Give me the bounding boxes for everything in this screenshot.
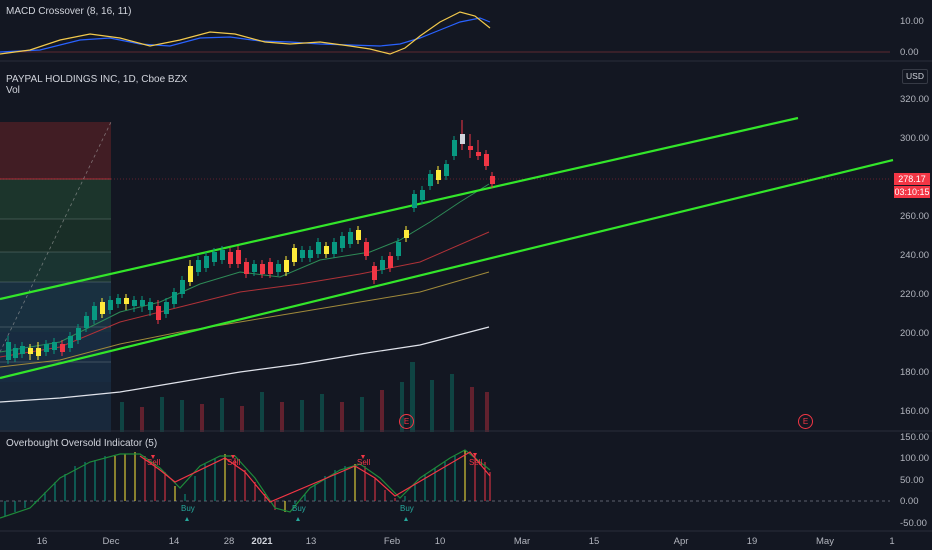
ma-200-line <box>0 326 490 403</box>
macd-tick-0: 0.00 <box>900 47 919 58</box>
price-tick-180: 180.00 <box>900 367 930 378</box>
time-tick: 28 <box>223 536 235 547</box>
currency-button[interactable]: USD <box>902 69 928 84</box>
volume-label[interactable]: Vol <box>6 85 20 96</box>
price-tick-260: 260.00 <box>900 211 930 222</box>
time-tick-year: 2021 <box>251 536 273 547</box>
osc-tick-100: 100.00 <box>900 453 930 464</box>
osc-tick-150: 150.00 <box>900 432 930 443</box>
time-tick: 16 <box>36 536 48 547</box>
oscillator-plot <box>0 449 932 532</box>
osc-tick-neg50: -50.00 <box>900 518 927 529</box>
time-tick: Feb <box>383 536 401 547</box>
macd-signal-line <box>0 17 491 53</box>
time-tick: May <box>816 536 834 547</box>
macd-indicator-label[interactable]: MACD Crossover (8, 16, 11) <box>6 6 132 17</box>
buy-signal: Buy <box>292 504 306 513</box>
macd-line <box>0 11 491 55</box>
price-tick-160: 160.00 <box>900 406 930 417</box>
ma-100-line <box>0 271 490 368</box>
earnings-marker-past[interactable]: E <box>399 414 414 429</box>
time-tick: Mar <box>513 536 531 547</box>
price-tick-200: 200.00 <box>900 328 930 339</box>
sell-signal: Sell <box>357 458 371 467</box>
time-tick: Apr <box>673 536 689 547</box>
price-tick-320: 320.00 <box>900 94 930 105</box>
time-tick: 13 <box>305 536 317 547</box>
price-chart <box>0 116 932 432</box>
sell-signal: Sell <box>469 458 483 467</box>
oscillator-line-b <box>139 451 491 503</box>
time-tick: 15 <box>588 536 600 547</box>
osc-tick-0: 0.00 <box>900 496 919 507</box>
oscillator-line-a <box>0 449 491 519</box>
macd-tick-10: 10.00 <box>900 16 924 27</box>
osc-tick-50: 50.00 <box>900 475 924 486</box>
ma-20-line <box>0 183 490 353</box>
time-tick: 1 <box>889 536 895 547</box>
oscillator-pane[interactable]: Overbought Oversold Indicator (5) Sell S… <box>0 432 932 532</box>
price-tick-300: 300.00 <box>900 133 930 144</box>
oscillator-histogram <box>4 450 491 516</box>
earnings-marker-upcoming[interactable]: E <box>798 414 813 429</box>
channel-upper-line <box>0 116 799 301</box>
candlesticks <box>6 120 495 364</box>
buy-signal: Buy <box>400 504 414 513</box>
time-tick: 10 <box>434 536 446 547</box>
volume-bars <box>120 362 489 432</box>
time-tick: 14 <box>168 536 180 547</box>
time-tick: 19 <box>746 536 758 547</box>
sell-signal: Sell <box>147 458 161 467</box>
last-price-tag: 278.17 <box>894 173 930 185</box>
buy-signal: Buy <box>181 504 195 513</box>
sell-signal: Sell <box>227 458 241 467</box>
macd-plot <box>0 11 932 62</box>
time-tick: Dec <box>102 536 120 547</box>
price-tick-240: 240.00 <box>900 250 930 261</box>
price-pane[interactable]: PAYPAL HOLDINGS INC, 1D, Cboe BZX Vol US… <box>0 62 932 432</box>
symbol-title[interactable]: PAYPAL HOLDINGS INC, 1D, Cboe BZX <box>6 74 188 85</box>
bar-countdown-tag: 03:10:15 <box>894 186 930 198</box>
oscillator-indicator-label[interactable]: Overbought Oversold Indicator (5) <box>6 438 158 449</box>
time-axis[interactable]: 16 Dec 14 28 2021 13 Feb 10 Mar 15 Apr 1… <box>0 532 932 550</box>
macd-pane[interactable]: MACD Crossover (8, 16, 11) 10.00 0.00 <box>0 0 932 62</box>
channel-lower-line <box>0 158 894 380</box>
price-tick-220: 220.00 <box>900 289 930 300</box>
